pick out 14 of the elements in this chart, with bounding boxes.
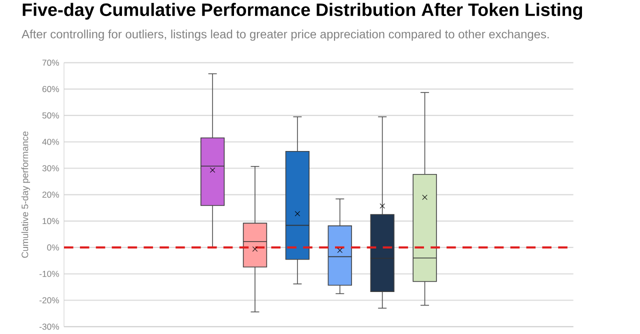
y-tick-label: 0% bbox=[47, 244, 59, 251]
y-tick-label: -30% bbox=[40, 324, 59, 330]
y-tick-label: 30% bbox=[42, 165, 59, 172]
y-axis-title: Cumulative 5-day performance bbox=[21, 132, 30, 258]
y-tick-label: 20% bbox=[42, 192, 59, 198]
y-tick-label: 40% bbox=[42, 138, 59, 145]
y-tick-label: 10% bbox=[42, 218, 59, 224]
y-tick-label: -20% bbox=[40, 297, 59, 304]
y-tick-label: -10% bbox=[40, 270, 59, 277]
y-tick-label: 60% bbox=[42, 86, 59, 92]
chart-title: Five-day Cumulative Performance Distribution After Token Listing bbox=[22, 2, 582, 20]
chart-subtitle: After controlling for outliers, listings lead to greater price appreciation compared to other exchanges. bbox=[22, 30, 549, 41]
y-tick-label: 70% bbox=[42, 60, 59, 66]
y-tick-label: 50% bbox=[42, 112, 59, 119]
